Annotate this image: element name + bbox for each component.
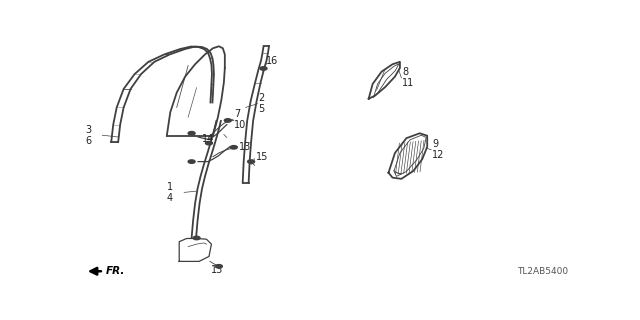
- Text: 7
10: 7 10: [234, 108, 246, 130]
- Text: 13: 13: [211, 265, 224, 275]
- Circle shape: [188, 132, 195, 135]
- Circle shape: [225, 119, 231, 122]
- Circle shape: [248, 160, 255, 163]
- Text: 8
11: 8 11: [403, 67, 415, 88]
- Text: 16: 16: [266, 56, 278, 66]
- Circle shape: [193, 236, 200, 240]
- Text: 3
6: 3 6: [85, 124, 91, 146]
- Text: 2
5: 2 5: [259, 93, 265, 114]
- Text: 14: 14: [202, 134, 214, 144]
- Circle shape: [216, 265, 222, 268]
- Circle shape: [230, 146, 237, 149]
- Text: TL2AB5400: TL2AB5400: [517, 267, 568, 276]
- Text: FR.: FR.: [106, 266, 125, 276]
- Text: 13: 13: [239, 142, 251, 152]
- Circle shape: [205, 141, 212, 145]
- Text: 9
12: 9 12: [432, 139, 445, 160]
- Text: 1
4: 1 4: [167, 182, 173, 203]
- Circle shape: [188, 160, 195, 163]
- Circle shape: [260, 67, 267, 70]
- Text: 15: 15: [256, 152, 268, 162]
